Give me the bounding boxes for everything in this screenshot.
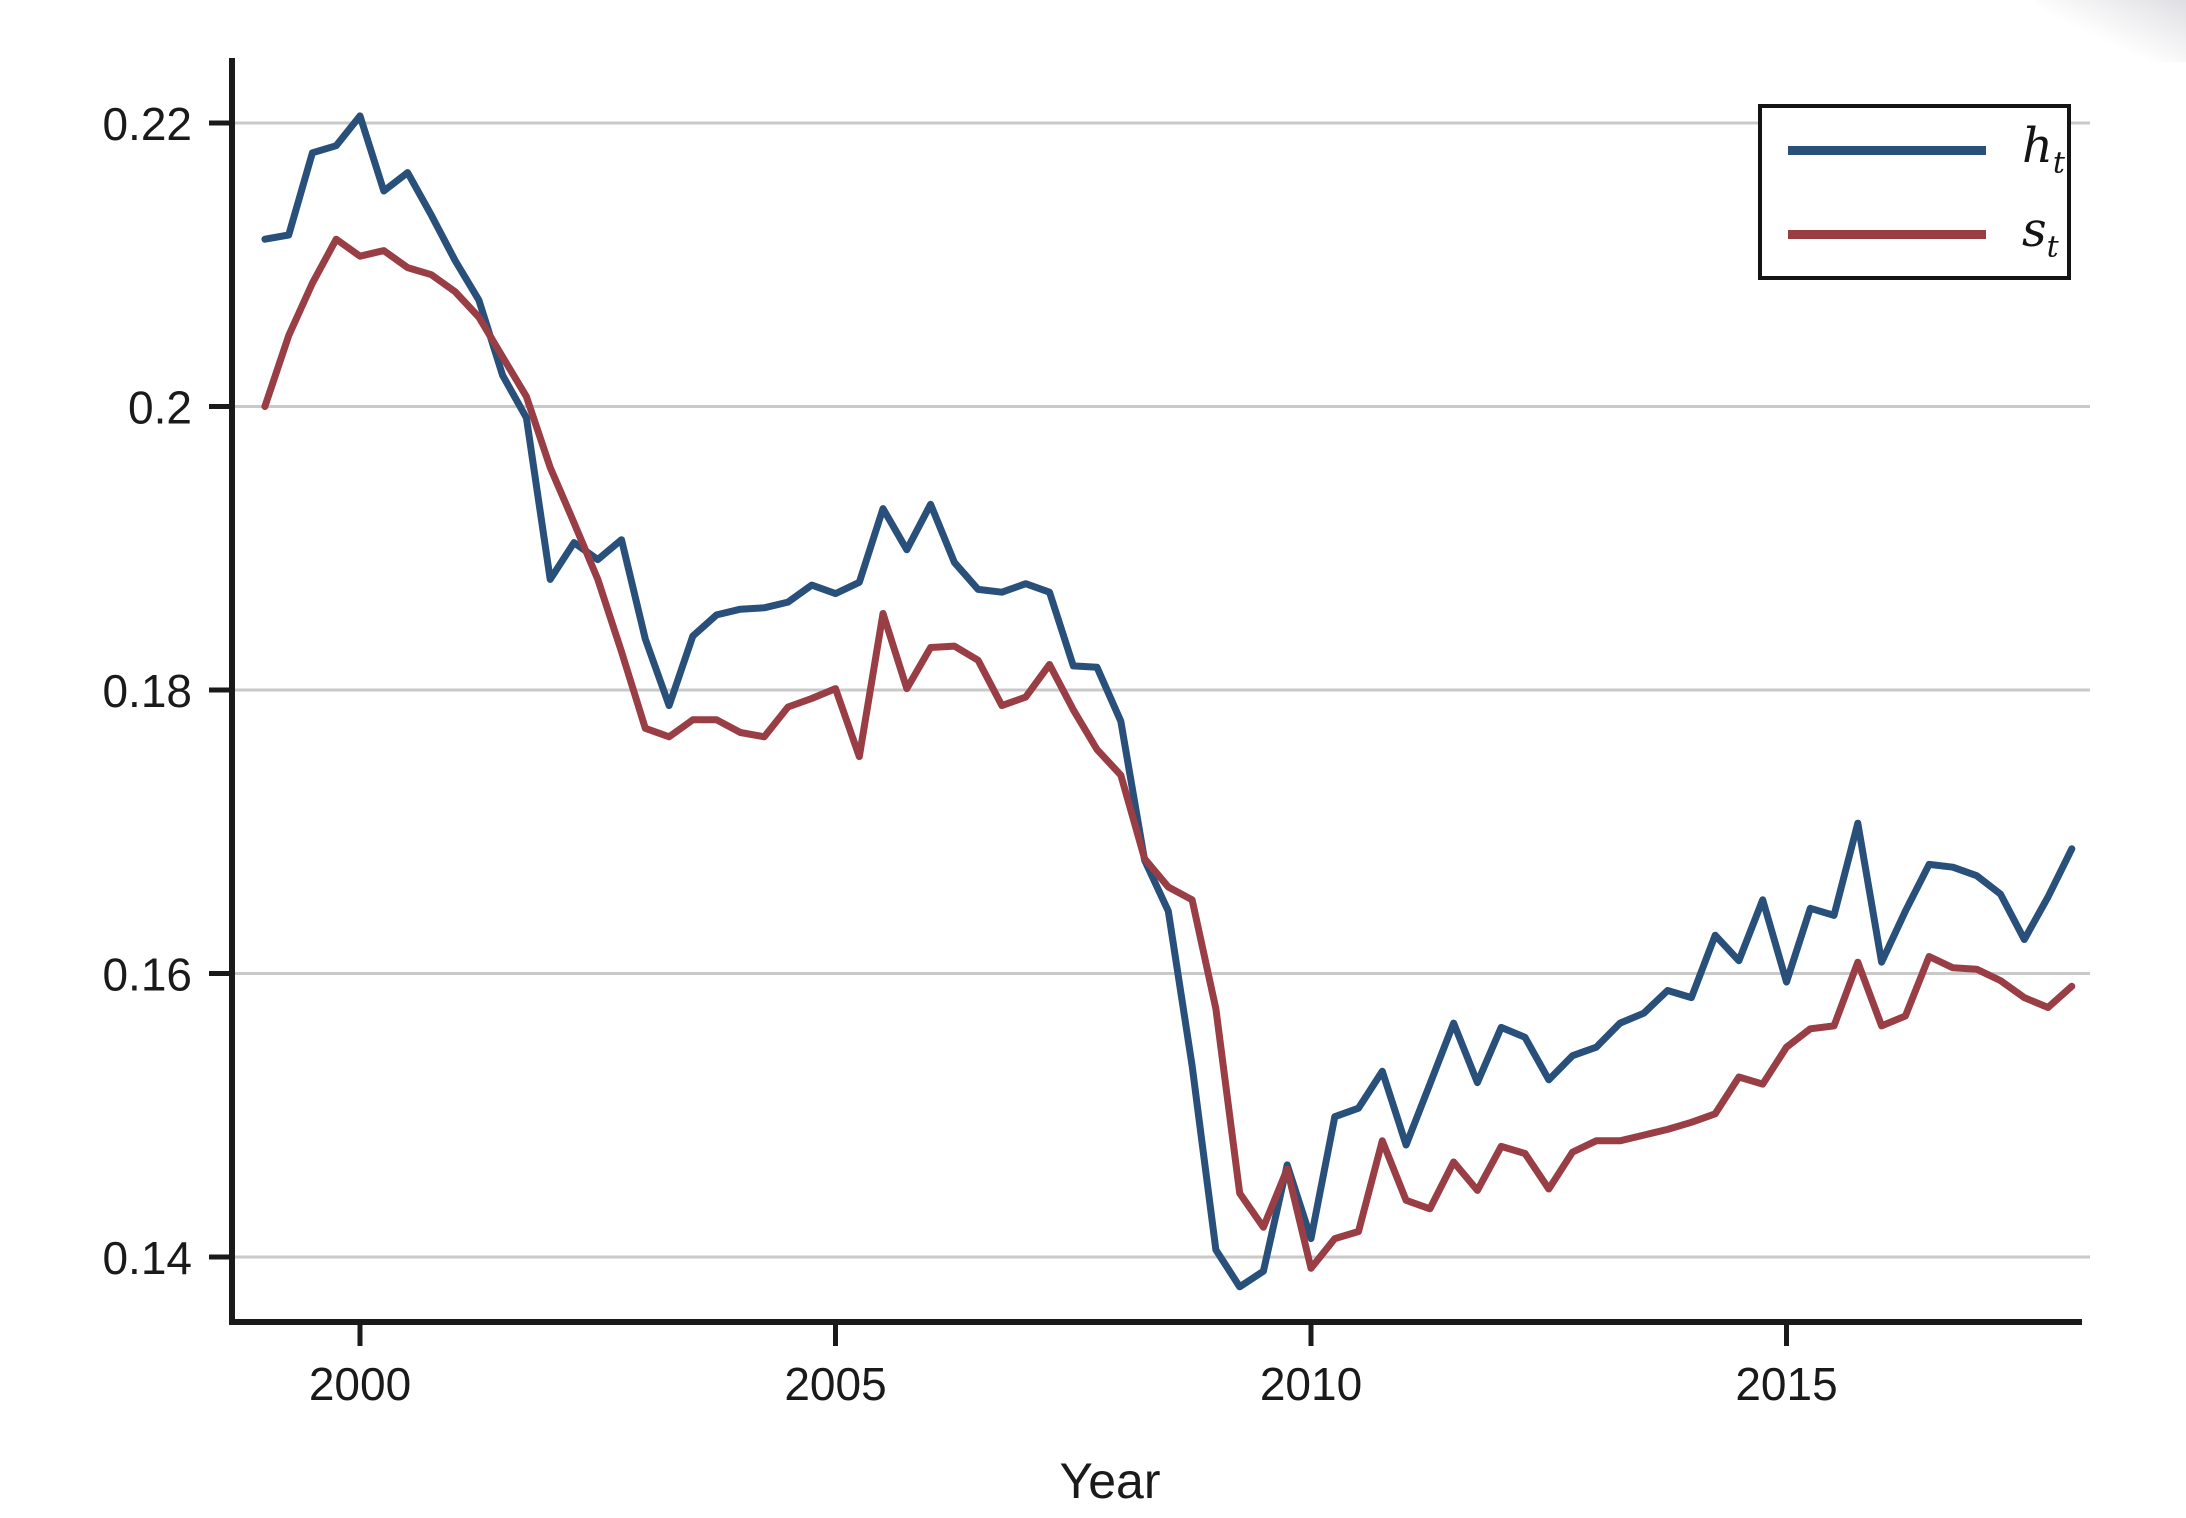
legend-line-sample-st <box>1788 229 1986 239</box>
series-line-h_t <box>261 112 2076 1291</box>
y-tick-label-0.16: 0.16 <box>102 949 192 1001</box>
y-tick-label-0.14: 0.14 <box>102 1232 192 1284</box>
x-tick-label-2010: 2010 <box>1260 1358 1362 1410</box>
y-tick-label-0.2: 0.2 <box>128 382 192 434</box>
series-line-s_t <box>261 235 2076 1272</box>
legend-label-ht: ht <box>2022 117 2065 181</box>
x-tick-label-2005: 2005 <box>784 1358 886 1410</box>
y-tick-label-0.18: 0.18 <box>102 665 192 717</box>
y-tick-label-0.22: 0.22 <box>102 98 192 150</box>
legend-label-st: st <box>2022 201 2059 265</box>
legend-item-st: st <box>1762 206 2067 263</box>
legend-line-sample-ht <box>1788 145 1986 155</box>
legend-item-ht: ht <box>1762 122 2067 179</box>
x-tick-label-2000: 2000 <box>309 1358 411 1410</box>
legend: ht st <box>1758 104 2071 280</box>
x-axis-title: Year <box>1059 1453 1161 1509</box>
x-tick-label-2015: 2015 <box>1735 1358 1837 1410</box>
